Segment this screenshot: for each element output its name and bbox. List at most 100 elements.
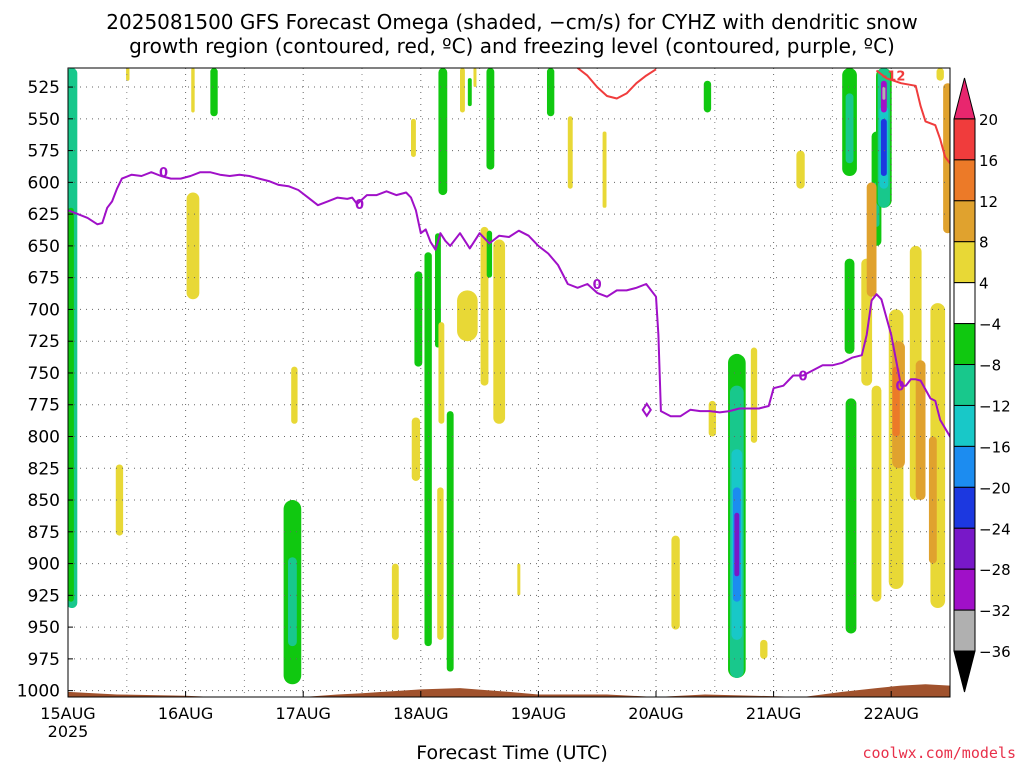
x-tick-label: 15AUG: [40, 704, 95, 723]
y-tick-label: 800: [28, 428, 60, 448]
freezing-level-label: 0: [895, 380, 904, 395]
omega-cell: [126, 68, 130, 81]
omega-cell: [708, 400, 717, 437]
y-tick-label: 825: [28, 459, 60, 479]
omega-cell: [882, 87, 886, 100]
colorbar-label: 8: [979, 234, 989, 252]
colorbar-segment: [953, 650, 976, 693]
omega-cell: [760, 639, 768, 659]
omega-cell: [473, 68, 477, 88]
omega-cell: [871, 385, 882, 602]
y-tick-label: 1000: [17, 682, 60, 702]
omega-cell: [750, 347, 758, 443]
axes-layer: 525 550 575 600 625 650 675 700 725 750 775 800 825 8…: [17, 67, 951, 741]
chart-title-line-1: 2025081500 GFS Forecast Omega (shaded, −…: [106, 10, 918, 34]
omega-cell: [845, 398, 857, 634]
omega-cell: [291, 366, 298, 424]
plot-frame: [67, 67, 951, 698]
colorbar-segment: [953, 527, 976, 570]
omega-cell: [915, 360, 926, 501]
omega-cell: [486, 230, 493, 278]
dgz-line: [576, 68, 657, 100]
freezing-level-contour: [641, 402, 652, 418]
y-tick-label: 950: [28, 618, 60, 638]
colorbar-label: −24: [979, 520, 1011, 538]
omega-cell: [943, 83, 950, 234]
colorbar-segment: [953, 323, 976, 366]
omega-cell: [411, 118, 416, 157]
colorbar-label: −28: [979, 561, 1011, 579]
omega-cell: [191, 68, 195, 113]
freezing-level-label: 0: [798, 370, 807, 385]
colorbar-segment: [953, 364, 976, 406]
omega-shading-layer: [68, 68, 950, 685]
freezing-level-label: 0: [355, 198, 364, 213]
y-tick-label: 625: [28, 205, 60, 225]
colorbar-label: 12: [979, 193, 998, 211]
dgz-line: [875, 69, 950, 165]
omega-cell: [671, 535, 680, 630]
colorbar-segment: [953, 77, 976, 120]
omega-cell: [186, 192, 200, 300]
colorbar-segment: [953, 568, 976, 611]
omega-cell: [602, 131, 607, 208]
omega-cell: [892, 366, 900, 437]
ground-surface: [68, 684, 950, 697]
x-tick-label: 22AUG: [863, 704, 918, 723]
colorbar-segment: [953, 200, 976, 243]
ground-layer: [68, 684, 950, 697]
colorbar-segment: [953, 609, 976, 652]
omega-cell: [115, 464, 124, 536]
omega-cell: [446, 411, 454, 672]
colorbar-label: 4: [979, 275, 989, 293]
colorbar-segment: [953, 404, 976, 447]
y-tick-label: 525: [28, 78, 60, 98]
colorbar-segment: [953, 118, 976, 161]
omega-cell: [880, 118, 887, 177]
x-tick-sublabel: 2025: [48, 722, 89, 741]
omega-cell: [844, 258, 855, 354]
colorbar-label: −8: [979, 357, 1001, 375]
x-axis-title: Forecast Time (UTC): [416, 742, 608, 764]
omega-cell: [457, 290, 478, 342]
omega-cell: [391, 563, 399, 640]
x-tick-label: 21AUG: [746, 704, 801, 723]
y-tick-label: 675: [28, 269, 60, 289]
omega-cell: [936, 68, 944, 81]
x-tick-label: 17AUG: [275, 704, 330, 723]
omega-cell: [414, 271, 423, 367]
omega-cell: [435, 233, 441, 348]
y-tick-label: 575: [28, 142, 60, 162]
colorbar-label: 20: [979, 111, 998, 129]
colorbar-segment: [953, 445, 976, 488]
omega-cell: [845, 93, 854, 164]
omega-cell: [210, 68, 218, 117]
credit-text: coolwx.com/models: [862, 744, 1016, 762]
omega-cell: [486, 68, 495, 170]
y-tick-label: 750: [28, 364, 60, 384]
omega-cell: [288, 557, 297, 647]
y-tick-label: 700: [28, 300, 60, 320]
omega-cell: [703, 80, 712, 113]
dgz-label: -12: [882, 70, 906, 85]
omega-cell: [467, 78, 472, 107]
omega-cell: [866, 182, 877, 297]
omega-cell: [734, 512, 740, 577]
freezing-level-label: 0: [593, 278, 602, 293]
colorbar-segment: [953, 282, 976, 325]
colorbar-segment: [953, 486, 976, 529]
omega-cell: [493, 239, 506, 424]
omega-cell: [424, 252, 432, 647]
y-tick-label: 775: [28, 396, 60, 416]
chart-title-line-2: growth region (contoured, red, ºC) and f…: [129, 34, 895, 58]
colorbar-label: −20: [979, 479, 1011, 497]
y-tick-label: 900: [28, 555, 60, 575]
y-tick-label: 600: [28, 173, 60, 193]
omega-cell: [438, 322, 445, 424]
contour-layer: 0 0 0 0 0 -12: [68, 68, 950, 439]
omega-cell: [796, 150, 805, 189]
colorbar-segment: [953, 241, 976, 284]
colorbar-label: −16: [979, 438, 1011, 456]
freezing-level-line: [68, 171, 950, 439]
omega-cell: [567, 116, 573, 189]
